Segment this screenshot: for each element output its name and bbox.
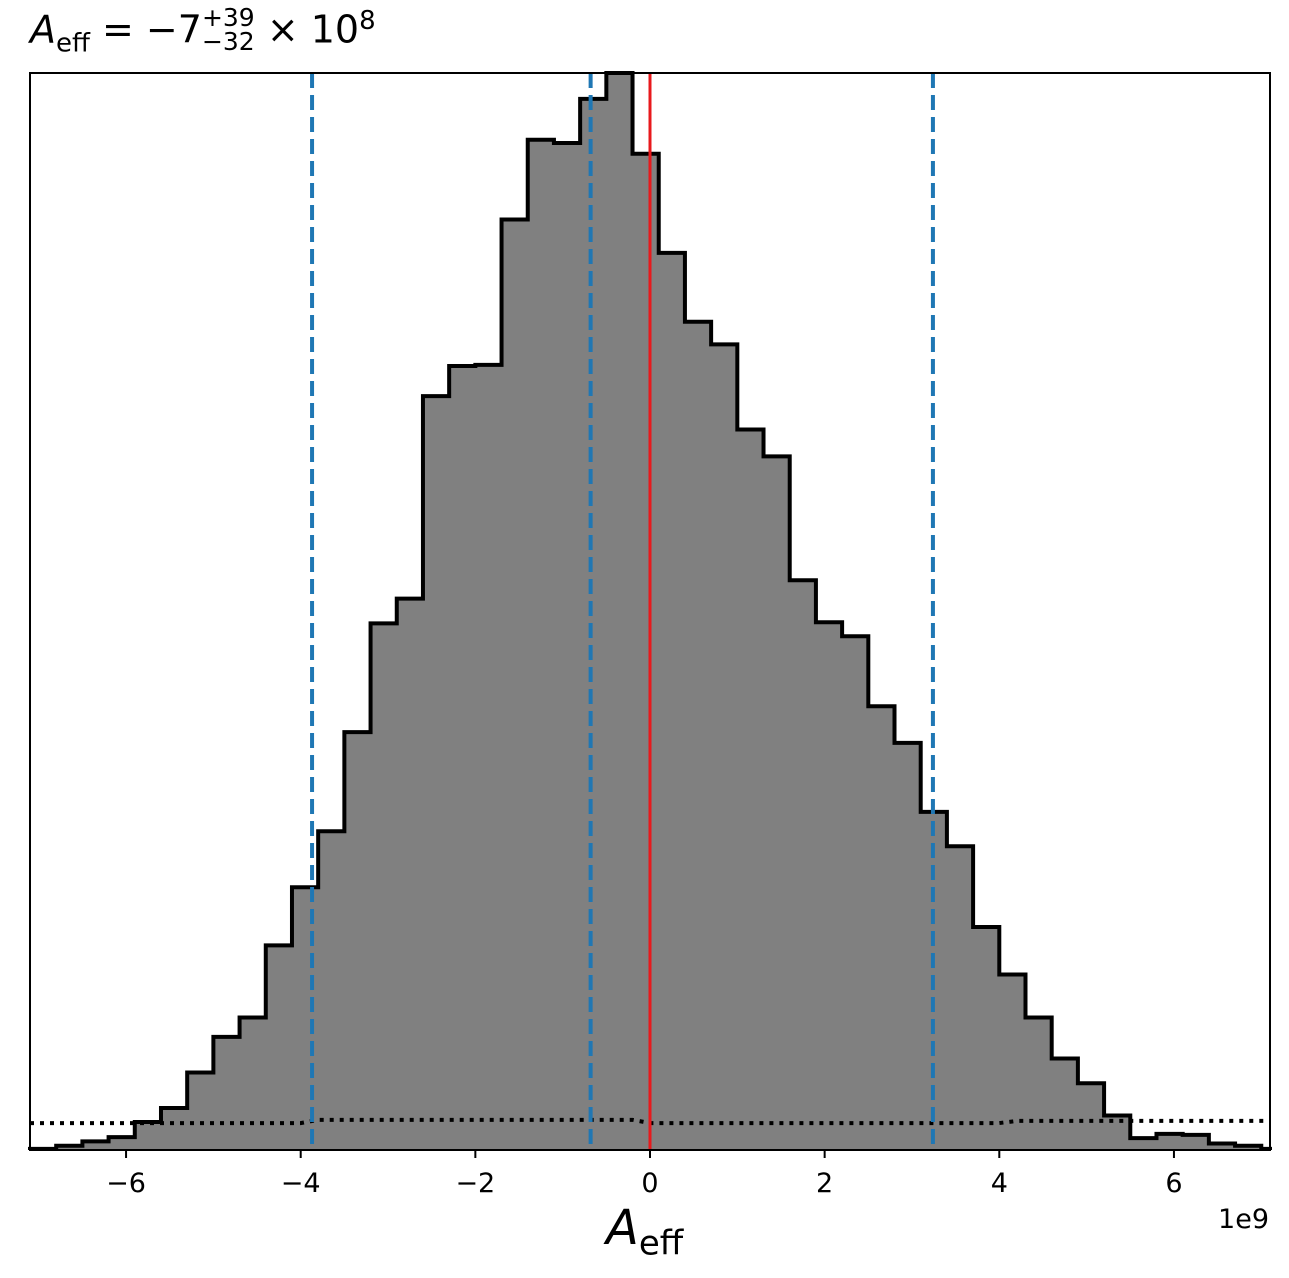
x-tick-label: −6	[106, 1168, 146, 1199]
x-tick-label: 0	[641, 1168, 658, 1199]
histogram-bar	[239, 1017, 267, 1150]
histogram-bar	[422, 396, 450, 1151]
x-tick-label: −2	[455, 1168, 495, 1199]
histogram-bar	[684, 321, 712, 1150]
vline-layer	[310, 73, 935, 1150]
histogram-bar	[842, 636, 869, 1150]
histogram-bar	[658, 252, 686, 1150]
x-axis-offset-text: 1e9	[1218, 1204, 1269, 1235]
histogram-bar	[108, 1137, 136, 1150]
histogram-bar	[134, 1121, 162, 1150]
histogram-bar	[580, 98, 607, 1150]
histogram-bar	[1077, 1083, 1105, 1150]
histogram-bar	[632, 153, 660, 1150]
title-errors: +39 −32	[201, 3, 255, 57]
histogram-bar	[789, 580, 817, 1150]
histogram-bar	[1182, 1134, 1210, 1150]
prior-line	[30, 1117, 1270, 1126]
x-tick-label: −4	[281, 1168, 321, 1199]
histogram-bar	[1130, 1138, 1157, 1150]
title-symbol: A	[30, 7, 56, 52]
xlabel-symbol: A	[606, 1200, 639, 1256]
histogram-bar	[711, 344, 738, 1150]
x-axis-label: Aeff	[606, 1200, 683, 1264]
x-tick-label: 2	[816, 1168, 833, 1199]
histogram-bar	[946, 846, 974, 1150]
title-power: 8	[359, 6, 376, 36]
histogram-bar	[763, 456, 791, 1150]
histogram-bar	[1208, 1143, 1236, 1150]
x-ticks: −6 −4 −2 0 2 4 6	[106, 1150, 1183, 1199]
x-tick-label: 6	[1165, 1168, 1182, 1199]
histogram-bar	[396, 598, 424, 1150]
histogram-bar	[815, 622, 843, 1150]
histogram-bar	[1051, 1058, 1079, 1150]
histogram-bar	[475, 364, 503, 1150]
histogram-bar	[370, 623, 398, 1150]
histogram-bar	[160, 1107, 188, 1150]
histogram-bar	[1156, 1133, 1184, 1150]
histogram-bar	[344, 732, 372, 1150]
xlabel-subscript: eff	[638, 1223, 684, 1264]
title-multiplier: × 10	[266, 7, 360, 52]
histogram-bar	[1104, 1115, 1131, 1150]
histogram-bar	[82, 1141, 110, 1150]
histogram-bar	[213, 1036, 241, 1150]
prior-layer	[30, 1117, 1270, 1126]
title-lower-error: −32	[201, 27, 255, 57]
title-upper-error: +39	[201, 3, 255, 33]
title-subscript: eff	[56, 28, 90, 59]
histogram-bar	[527, 139, 555, 1151]
histogram-bar	[606, 73, 634, 1150]
histogram-bar	[894, 742, 922, 1150]
histogram-bar	[291, 887, 319, 1150]
histogram-outline	[28, 71, 1272, 1151]
histogram-bar	[187, 1072, 214, 1150]
histogram-bar	[868, 706, 896, 1150]
histogram-bar	[501, 219, 529, 1151]
histogram-bar	[553, 143, 581, 1150]
histogram-bar	[1025, 1017, 1053, 1150]
histogram-bar	[56, 1145, 83, 1150]
histogram-layer	[28, 71, 1272, 1151]
x-tick-label: 4	[991, 1168, 1008, 1199]
histogram-bar	[1235, 1145, 1262, 1150]
histogram-bar	[449, 365, 476, 1151]
chart-title: Aeff = −7 +39 −32 × 108	[30, 3, 376, 59]
histogram-bar	[265, 945, 293, 1150]
histogram-bar	[737, 429, 765, 1150]
title-equals: = −7	[102, 7, 202, 52]
histogram-bar	[318, 831, 345, 1150]
histogram-bar	[973, 927, 1000, 1150]
